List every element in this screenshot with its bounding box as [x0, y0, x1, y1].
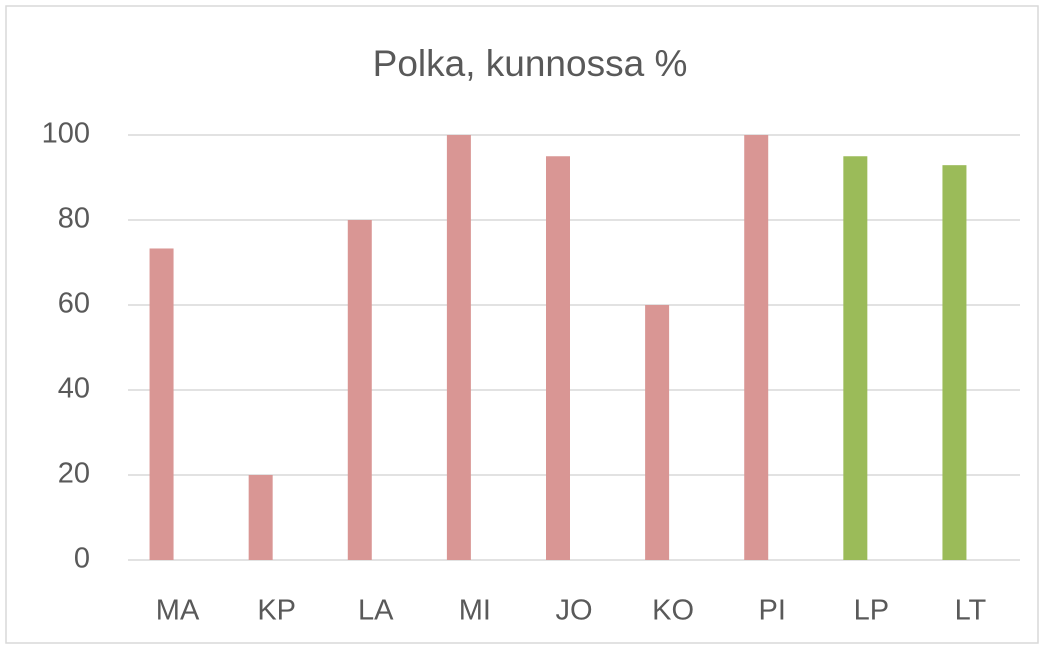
bar — [248, 475, 273, 560]
x-tick-label: MA — [156, 595, 200, 627]
bar — [843, 156, 868, 560]
bar — [645, 305, 670, 560]
bar — [149, 248, 174, 560]
bar — [942, 165, 967, 561]
x-tick-label: LP — [854, 595, 889, 627]
x-tick-label: MI — [459, 595, 491, 627]
y-tick-label: 20 — [58, 458, 90, 490]
x-tick-label: KO — [652, 595, 694, 627]
x-tick-label: KP — [257, 595, 296, 627]
y-tick-label: 40 — [58, 373, 90, 405]
y-tick-label: 100 — [42, 118, 90, 150]
chart-title: Polka, kunnossa % — [373, 43, 688, 84]
bar — [744, 135, 769, 560]
x-tick-label: LA — [358, 595, 394, 627]
y-tick-label: 0 — [74, 543, 90, 575]
x-tick-label: LT — [955, 595, 987, 627]
x-tick-label: PI — [759, 595, 786, 627]
bar — [347, 220, 372, 560]
bar — [546, 156, 570, 560]
bar — [446, 135, 471, 560]
x-tick-label: JO — [555, 595, 592, 627]
y-tick-label: 60 — [58, 288, 90, 320]
y-tick-label: 80 — [58, 203, 90, 235]
